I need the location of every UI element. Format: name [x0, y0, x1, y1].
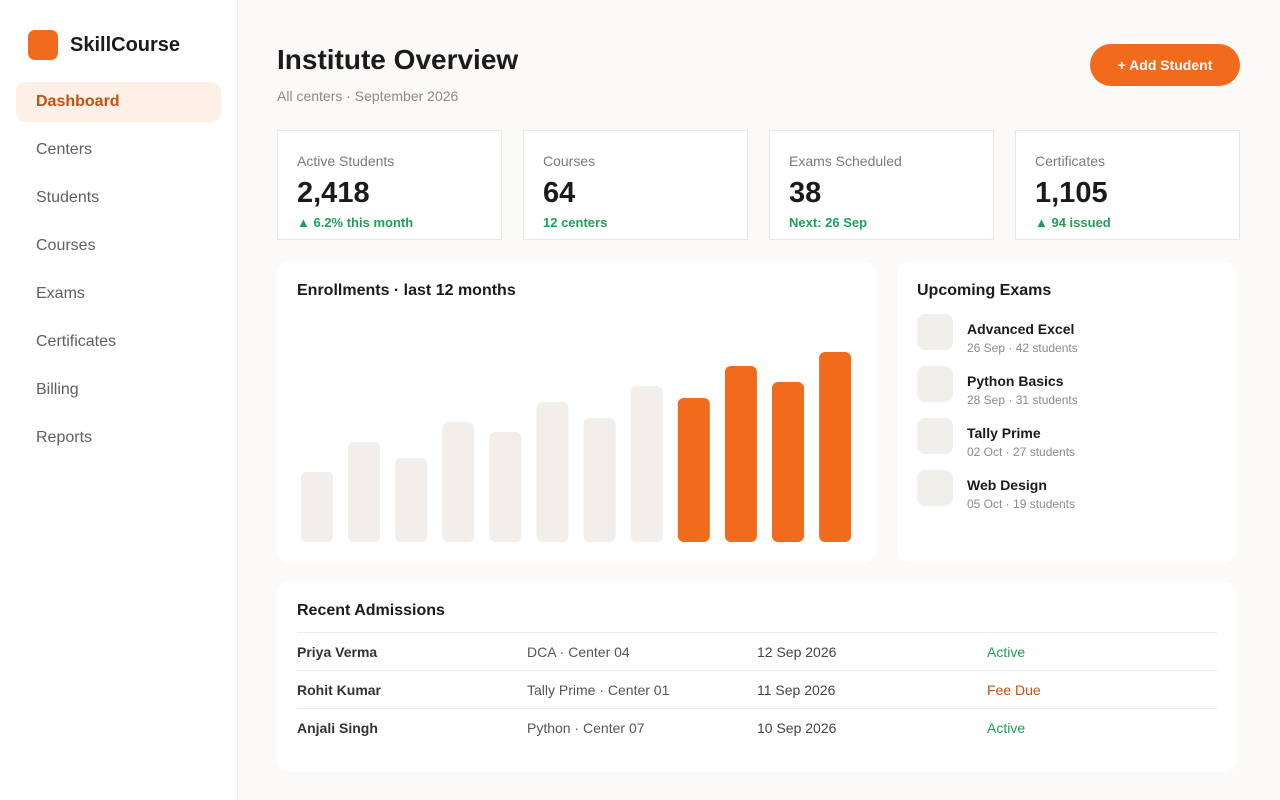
enrollment-bar-6 [536, 402, 569, 542]
table-row[interactable]: Priya Verma DCA · Center 04 12 Sep 2026 … [297, 632, 1217, 670]
admissions-table: Priya Verma DCA · Center 04 12 Sep 2026 … [297, 632, 1217, 746]
page-title: Institute Overview [277, 44, 519, 75]
stat-value: 64 [543, 177, 576, 209]
stat-card-courses: Courses 64 12 centers [523, 130, 748, 240]
status-badge: Fee Due [987, 681, 1041, 698]
brand-name: SkillCourse [70, 33, 181, 56]
brand-logo-icon [28, 30, 58, 60]
stats-row: Active Students 2,418 ▲ 6.2% this month … [277, 130, 1240, 240]
exam-thumbnail-icon [917, 314, 953, 350]
stat-value: 1,105 [1035, 177, 1108, 209]
exam-list: Advanced Excel 26 Sep · 42 students Pyth… [917, 314, 1217, 522]
exam-thumbnail-icon [917, 366, 953, 402]
upcoming-exams-panel: Upcoming Exams Advanced Excel 26 Sep · 4… [897, 262, 1237, 562]
exam-item[interactable]: Python Basics 28 Sep · 31 students [917, 366, 1217, 418]
enrollment-bar-5 [489, 432, 522, 542]
sidebar-item-centers[interactable]: Centers [36, 141, 93, 158]
stat-delta: 12 centers [543, 215, 608, 230]
enrollment-bar-7 [583, 418, 616, 542]
add-student-button[interactable]: + Add Student [1090, 44, 1240, 86]
sidebar-item-courses[interactable]: Courses [36, 237, 96, 254]
sidebar-item-dashboard[interactable]: Dashboard [16, 82, 221, 122]
admission-date: 10 Sep 2026 [757, 719, 837, 736]
enrollment-bar-12 [819, 352, 852, 542]
exam-thumbnail-icon [917, 418, 953, 454]
main-content: Institute Overview All centers · Septemb… [238, 0, 1280, 800]
stat-delta: ▲ 94 issued [1035, 215, 1111, 230]
exam-meta: 05 Oct · 19 students [967, 497, 1076, 511]
upcoming-exams-title: Upcoming Exams [917, 282, 1052, 299]
exam-meta: 02 Oct · 27 students [967, 445, 1076, 459]
stat-card-certificates: Certificates 1,105 ▲ 94 issued [1015, 130, 1240, 240]
enrollment-bar-9 [677, 398, 710, 542]
page-subtitle: All centers · September 2026 [277, 88, 459, 104]
enrollments-bar-chart [301, 352, 852, 542]
exam-name: Python Basics [967, 373, 1064, 389]
exam-meta: 26 Sep · 42 students [967, 341, 1078, 355]
sidebar-item-reports[interactable]: Reports [36, 429, 93, 446]
stat-label: Active Students [297, 153, 395, 169]
exam-name: Advanced Excel [967, 321, 1075, 337]
enrollment-bar-4 [442, 422, 475, 542]
recent-admissions-panel: Recent Admissions Priya Verma DCA · Cent… [277, 582, 1237, 772]
page-header: Institute Overview All centers · Septemb… [277, 44, 1240, 130]
middle-row: Enrollments · last 12 months Upcoming Ex… [277, 262, 1240, 562]
sidebar-nav: Dashboard Centers Students Courses Exams… [16, 82, 221, 458]
enrollment-bar-3 [395, 458, 428, 542]
student-course: DCA · Center 04 [527, 643, 630, 660]
stat-delta: Next: 26 Sep [789, 215, 868, 230]
enrollment-bar-8 [630, 386, 663, 542]
table-row[interactable]: Rohit Kumar Tally Prime · Center 01 11 S… [297, 670, 1217, 708]
exam-name: Web Design [967, 477, 1047, 493]
stat-label: Certificates [1035, 153, 1106, 169]
stat-card-active-students: Active Students 2,418 ▲ 6.2% this month [277, 130, 502, 240]
sidebar-item-billing[interactable]: Billing [36, 381, 79, 398]
exam-meta: 28 Sep · 31 students [967, 393, 1078, 407]
exam-item[interactable]: Advanced Excel 26 Sep · 42 students [917, 314, 1217, 366]
stat-value: 38 [789, 177, 822, 209]
sidebar-item-students[interactable]: Students [36, 189, 100, 206]
exam-item[interactable]: Tally Prime 02 Oct · 27 students [917, 418, 1217, 470]
admission-date: 11 Sep 2026 [757, 681, 836, 698]
exam-thumbnail-icon [917, 470, 953, 506]
chart-title: Enrollments · last 12 months [297, 282, 516, 299]
stat-label: Courses [543, 153, 596, 169]
enrollment-bar-11 [772, 382, 804, 542]
sidebar-item-certificates[interactable]: Certificates [36, 333, 117, 350]
sidebar: SkillCourse Dashboard Centers Students C… [0, 0, 238, 800]
student-course: Python · Center 07 [527, 719, 645, 736]
admission-date: 12 Sep 2026 [757, 643, 837, 660]
enrollment-bar-1 [301, 472, 333, 542]
stat-delta: ▲ 6.2% this month [297, 215, 414, 230]
stat-label: Exams Scheduled [789, 153, 902, 169]
sidebar-item-exams[interactable]: Exams [36, 285, 85, 302]
student-name: Rohit Kumar [297, 681, 381, 698]
status-badge: Active [987, 719, 1026, 736]
table-row[interactable]: Anjali Singh Python · Center 07 10 Sep 2… [297, 708, 1217, 746]
student-name: Priya Verma [297, 643, 378, 660]
status-badge: Active [987, 643, 1026, 660]
admissions-title: Recent Admissions [297, 602, 445, 619]
student-name: Anjali Singh [297, 719, 378, 736]
student-course: Tally Prime · Center 01 [527, 681, 670, 698]
enrollment-bar-10 [724, 366, 757, 542]
enrollment-bar-2 [348, 442, 381, 542]
enrollments-chart-panel: Enrollments · last 12 months [277, 262, 877, 562]
exam-item[interactable]: Web Design 05 Oct · 19 students [917, 470, 1217, 522]
stat-value: 2,418 [297, 177, 370, 209]
stat-card-exams-scheduled: Exams Scheduled 38 Next: 26 Sep [769, 130, 994, 240]
brand[interactable]: SkillCourse [16, 30, 221, 60]
exam-name: Tally Prime [967, 425, 1041, 441]
